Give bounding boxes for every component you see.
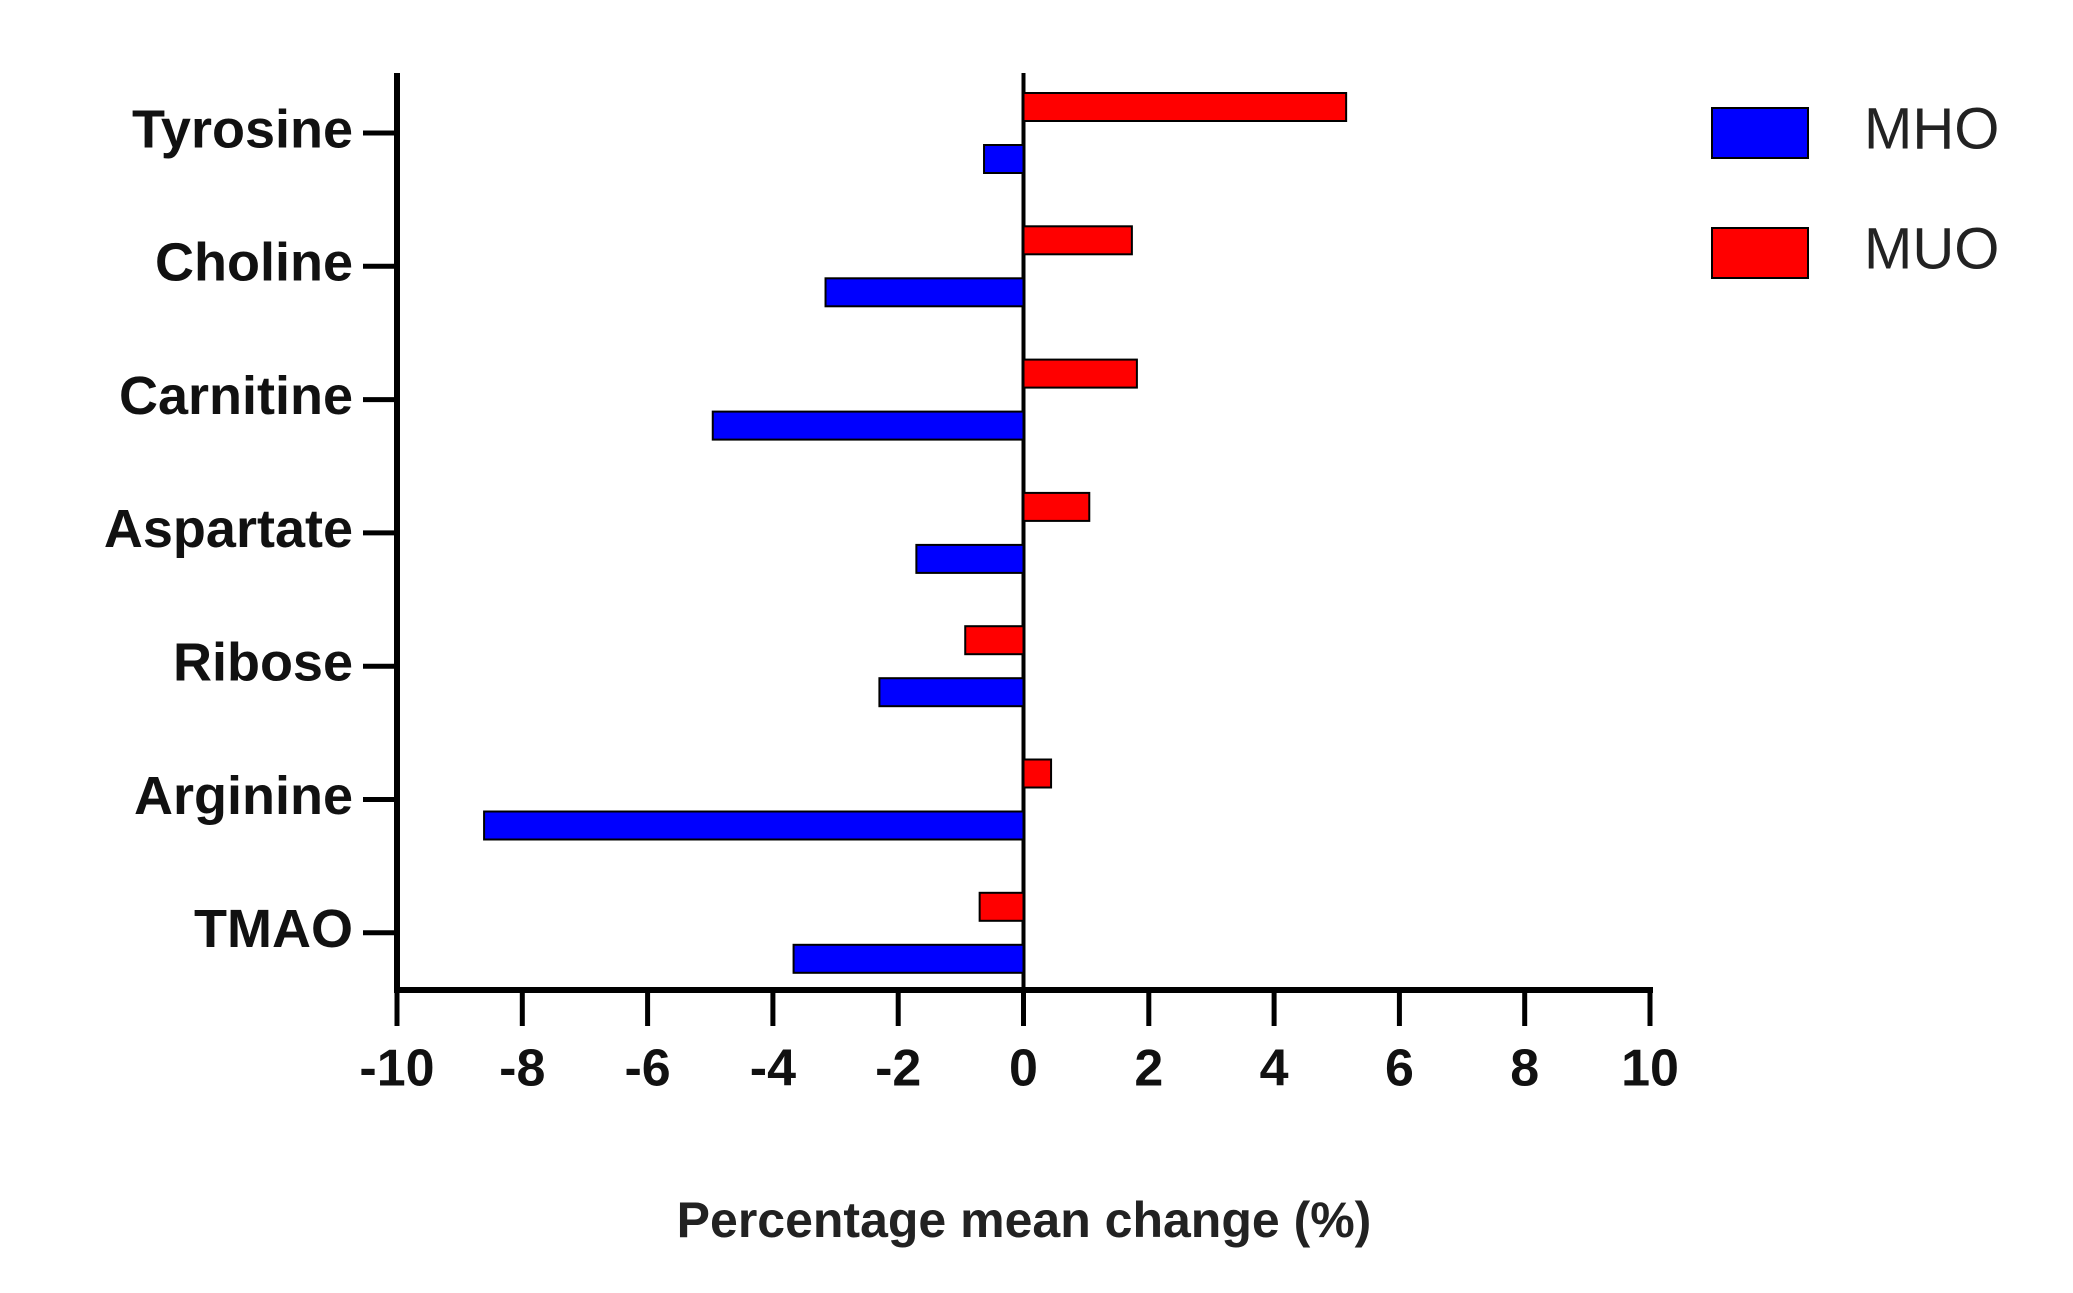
bar xyxy=(483,810,1025,841)
x-tick-label: 2 xyxy=(1134,1040,1163,1098)
bar xyxy=(711,410,1025,441)
bar xyxy=(915,543,1025,574)
bar xyxy=(1022,358,1138,389)
x-tick-label: -6 xyxy=(624,1040,670,1098)
x-tick-label: 10 xyxy=(1621,1040,1679,1098)
legend-swatch xyxy=(1711,107,1809,159)
x-tick-label: 6 xyxy=(1385,1040,1414,1098)
x-tick-label: 8 xyxy=(1510,1040,1539,1098)
y-tick-label: Choline xyxy=(155,233,353,293)
y-tick-label: Tyrosine xyxy=(132,99,353,159)
bar xyxy=(964,625,1025,656)
bar xyxy=(878,677,1025,708)
legend-label: MHO xyxy=(1864,96,1999,161)
legend-swatch xyxy=(1711,227,1809,279)
x-tick-label: 4 xyxy=(1260,1040,1289,1098)
x-axis-label: Percentage mean change (%) xyxy=(677,1192,1372,1248)
bar xyxy=(1022,491,1091,522)
bar xyxy=(983,144,1025,174)
x-tick-label: -10 xyxy=(359,1040,434,1098)
x-tick-label: -4 xyxy=(750,1040,796,1098)
x-tick-label: -8 xyxy=(499,1040,545,1098)
y-tick-label: Ribose xyxy=(173,632,353,692)
bar xyxy=(792,943,1025,974)
y-tick-label: Arginine xyxy=(134,766,353,826)
bar xyxy=(824,277,1025,308)
y-tick-label: Carnitine xyxy=(119,366,353,426)
bar xyxy=(1022,92,1348,122)
y-tick-label: TMAO xyxy=(194,899,353,959)
y-tick-label: Aspartate xyxy=(104,499,353,559)
x-tick-label: 0 xyxy=(1009,1040,1038,1098)
bar xyxy=(1022,225,1133,256)
x-tick-label: -2 xyxy=(875,1040,921,1098)
legend-label: MUO xyxy=(1864,216,1999,281)
bar xyxy=(1022,758,1053,789)
bar xyxy=(978,891,1025,922)
